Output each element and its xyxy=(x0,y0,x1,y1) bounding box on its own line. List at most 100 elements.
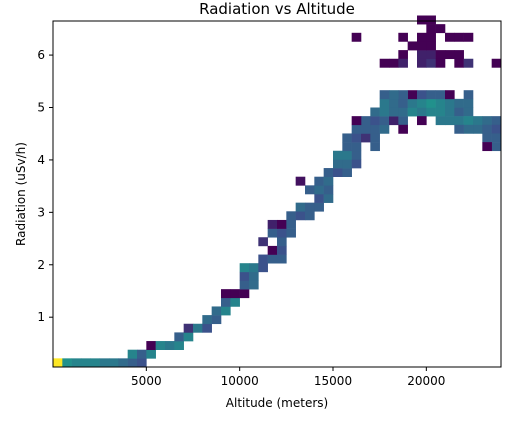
heatmap-cell-125 xyxy=(473,116,483,126)
heatmap-cell-98 xyxy=(445,107,455,117)
heatmap-cell-163 xyxy=(454,32,464,42)
heatmap-cell-119 xyxy=(379,90,390,100)
heatmap-cell-44 xyxy=(277,237,287,247)
heatmap-cell-93 xyxy=(398,107,408,117)
heatmap-cell-65 xyxy=(323,168,334,177)
heatmap-cell-121 xyxy=(454,116,464,126)
heatmap-cell-54 xyxy=(295,202,306,212)
heatmap-cell-30 xyxy=(239,289,250,299)
heatmap-cell-8 xyxy=(127,358,138,368)
heatmap-cell-141 xyxy=(389,58,399,68)
heatmap-cell-160 xyxy=(454,50,464,60)
y-tick-label-5: 5 xyxy=(37,101,45,115)
heatmap-cell-32 xyxy=(249,280,259,290)
heatmap-cell-129 xyxy=(482,124,492,134)
heatmap-cell-148 xyxy=(426,58,436,68)
heatmap-cell-158 xyxy=(435,58,446,68)
heatmap-cell-137 xyxy=(398,124,408,134)
x-tick-label-15000: 15000 xyxy=(314,374,352,388)
heatmap-cell-90 xyxy=(370,107,380,117)
heatmap-cell-156 xyxy=(435,24,446,34)
heatmap-cell-37 xyxy=(258,263,268,273)
heatmap-cell-4 xyxy=(90,358,100,368)
heatmap-cell-12 xyxy=(146,349,156,359)
heatmap-cell-104 xyxy=(407,98,418,108)
heatmap-cell-73 xyxy=(351,150,362,160)
heatmap-cell-75 xyxy=(351,142,362,152)
heatmap-cell-152 xyxy=(426,32,436,42)
y-axis-ticks: 1 2 3 4 5 6 xyxy=(37,48,53,324)
heatmap-cell-82 xyxy=(379,124,390,134)
heatmap-cell-21 xyxy=(202,323,212,333)
heatmap-cell-47 xyxy=(286,228,296,238)
heatmap-cell-70 xyxy=(351,159,362,169)
heatmap-cell-157 xyxy=(435,50,446,60)
heatmap-cell-10 xyxy=(127,349,138,359)
x-tick-label-10000: 10000 xyxy=(221,374,259,388)
heatmap-cell-39 xyxy=(267,254,278,264)
heatmap-cell-138 xyxy=(417,116,427,126)
heatmap-cell-136 xyxy=(482,142,492,152)
heatmap-cell-109 xyxy=(454,98,464,108)
heatmap-cell-149 xyxy=(426,50,436,60)
heatmap-cell-140 xyxy=(379,58,390,68)
heatmap-cell-3 xyxy=(81,358,91,368)
heatmap-cell-58 xyxy=(323,194,334,203)
heatmap-cell-103 xyxy=(398,98,408,108)
heatmap-cell-45 xyxy=(267,228,278,238)
heatmap-cell-41 xyxy=(267,245,278,255)
heatmap-cell-88 xyxy=(398,116,408,126)
heatmap-cell-153 xyxy=(417,32,427,42)
heatmap-cell-161 xyxy=(454,58,464,68)
heatmap-cell-127 xyxy=(491,116,502,126)
heatmap-cell-124 xyxy=(435,116,446,126)
heatmap-cell-117 xyxy=(398,90,408,100)
heatmap-cell-150 xyxy=(426,41,436,51)
heatmap-cell-42 xyxy=(277,245,287,255)
heatmap-cell-16 xyxy=(174,341,184,350)
heatmap-cell-13 xyxy=(146,341,156,350)
heatmap-cell-91 xyxy=(379,107,390,117)
heatmap-cell-144 xyxy=(398,32,408,42)
heatmap-cell-122 xyxy=(463,116,474,126)
heatmap-cell-7 xyxy=(118,358,128,368)
heatmap-cell-130 xyxy=(463,124,474,134)
heatmap-cell-53 xyxy=(305,211,315,221)
plot-frame xyxy=(52,20,502,368)
heatmap-cell-69 xyxy=(342,159,352,169)
heatmap-cell-22 xyxy=(202,315,212,325)
y-tick-label-4: 4 xyxy=(37,153,45,167)
heatmap-cell-154 xyxy=(426,24,436,34)
heatmap-cell-126 xyxy=(482,116,492,126)
heatmap-cell-14 xyxy=(155,341,166,350)
heatmap-cell-120 xyxy=(370,142,380,152)
heatmap-cell-97 xyxy=(435,107,446,117)
x-axis-ticks: 5000 10000 15000 20000 xyxy=(131,367,445,388)
heatmap-cell-9 xyxy=(137,358,147,368)
heatmap-cell-145 xyxy=(407,41,418,51)
heatmap-cell-159 xyxy=(445,50,455,60)
heatmap-cell-92 xyxy=(389,107,399,117)
heatmap-cell-26 xyxy=(221,297,231,307)
heatmap-cell-6 xyxy=(109,358,119,368)
x-tick-label-20000: 20000 xyxy=(407,374,445,388)
heatmap-cell-123 xyxy=(445,116,455,126)
heatmap-cell-106 xyxy=(426,98,436,108)
heatmap-cell-110 xyxy=(463,98,474,108)
heatmap-cell-74 xyxy=(342,142,352,152)
y-tick-label-1: 1 xyxy=(37,310,45,324)
heatmap-cell-167 xyxy=(426,15,436,25)
heatmap-cell-46 xyxy=(277,228,287,238)
heatmap-cell-134 xyxy=(491,133,502,143)
heatmap-cell-105 xyxy=(417,98,427,108)
heatmap-cell-17 xyxy=(174,332,184,342)
heatmap-cell-146 xyxy=(417,50,427,60)
heatmap-cell-24 xyxy=(211,306,222,316)
heatmap-cell-116 xyxy=(463,90,474,100)
heatmap-cell-72 xyxy=(342,150,352,160)
heatmap-cell-85 xyxy=(370,116,380,126)
heatmap-cell-48 xyxy=(267,219,278,229)
heatmap-cell-114 xyxy=(435,90,446,100)
heatmap-cell-40 xyxy=(277,254,287,264)
heatmap-cell-28 xyxy=(221,289,231,299)
